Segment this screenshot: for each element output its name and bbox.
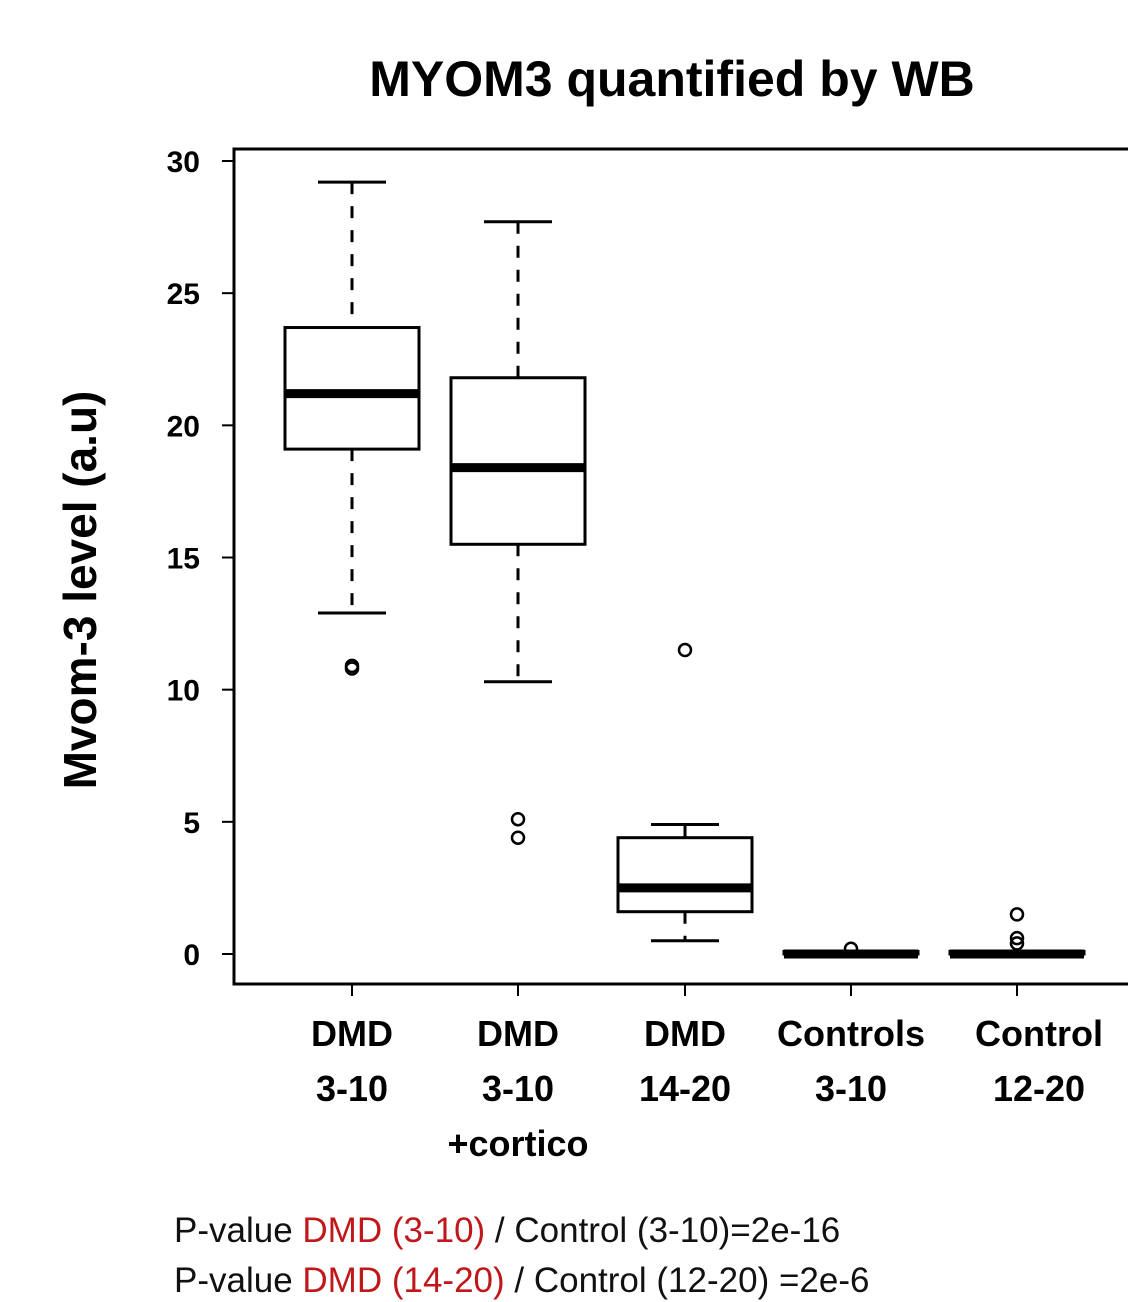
plot-frame [232,147,1128,986]
p-value-note-2-suffix: / Control (12-20) =2e-6 [504,1261,870,1300]
category-label-0-1: 3-10 [316,1068,388,1109]
outlier-4-0 [1009,936,1025,951]
outlier-1-0 [510,830,526,845]
p-value-note-1-prefix: P-value [174,1211,303,1250]
category-label-2-0: DMD [644,1013,726,1054]
outlier-1-1 [510,811,526,827]
category-label-3-0: Controls [777,1013,925,1054]
outlier-4-2 [1009,907,1025,922]
outlier-2-0 [677,642,693,658]
outlier-0-1 [344,658,360,674]
category-label-1-1: 3-10 [482,1068,554,1109]
category-label-0-0: DMD [311,1013,393,1054]
p-value-note-2: P-value DMD (14-20) / Control (12-20) =2… [174,1263,869,1298]
category-label-1-2: +cortico [447,1123,588,1164]
y-tick-label-5: 5 [183,807,200,840]
category-label-4-1: 12-20 [993,1068,1085,1109]
p-value-note-2-prefix: P-value [174,1261,303,1300]
y-tick-label-25: 25 [167,278,200,311]
category-label-1-0: DMD [477,1013,559,1054]
y-tick-label-0: 0 [183,939,200,972]
box-1 [449,376,587,546]
chart-title: MYOM3 quantified by WB [369,51,975,107]
p-value-note-1-highlight: DMD (3-10) [302,1211,486,1250]
outlier-3-0 [843,941,859,956]
outlier-4-1 [1009,930,1025,946]
y-tick-label-15: 15 [167,543,200,576]
boxplot-chart: MYOM3 quantified by WB Mvom-3 level (a.u… [54,51,1128,1164]
y-tick-label-10: 10 [167,675,200,708]
p-value-note-1-suffix: / Control (3-10)=2e-16 [485,1211,841,1250]
category-label-3-1: 3-10 [815,1068,887,1109]
category-label-4-0: Control [975,1013,1103,1054]
y-axis-label: Mvom-3 level (a.u) [54,391,106,790]
category-label-2-1: 14-20 [639,1068,731,1109]
p-value-note-2-highlight: DMD (14-20) [302,1261,505,1300]
y-tick-label-20: 20 [167,410,200,443]
p-value-note-1: P-value DMD (3-10) / Control (3-10)=2e-1… [174,1213,840,1248]
box-2 [616,836,754,914]
box-0 [283,326,421,451]
y-tick-label-30: 30 [167,146,200,179]
